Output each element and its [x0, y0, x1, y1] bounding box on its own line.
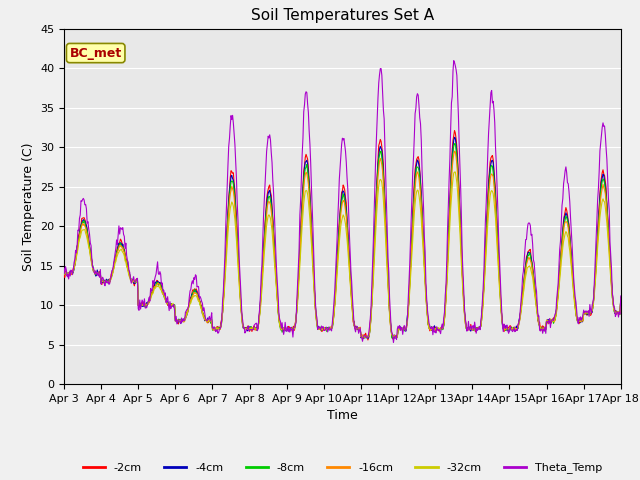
- -32cm: [444, 269, 451, 275]
- -4cm: [389, 335, 397, 341]
- Theta_Temp: [182, 308, 190, 314]
- -16cm: [334, 254, 342, 260]
- -4cm: [182, 313, 190, 319]
- -32cm: [334, 263, 342, 268]
- -4cm: [358, 336, 366, 341]
- -2cm: [364, 337, 372, 343]
- -8cm: [364, 336, 371, 341]
- -32cm: [206, 319, 214, 324]
- Line: -4cm: -4cm: [64, 137, 621, 338]
- -8cm: [60, 270, 68, 276]
- -16cm: [568, 259, 575, 265]
- -32cm: [393, 335, 401, 340]
- Theta_Temp: [388, 330, 396, 336]
- Y-axis label: Soil Temperature (C): Soil Temperature (C): [22, 142, 35, 271]
- -16cm: [389, 333, 397, 338]
- Theta_Temp: [334, 216, 342, 222]
- -32cm: [60, 271, 68, 277]
- Line: -2cm: -2cm: [64, 131, 621, 340]
- Theta_Temp: [444, 226, 451, 231]
- Line: -8cm: -8cm: [64, 144, 621, 338]
- -2cm: [617, 296, 625, 302]
- -8cm: [568, 257, 575, 263]
- X-axis label: Time: Time: [327, 409, 358, 422]
- -32cm: [388, 331, 396, 337]
- -16cm: [206, 318, 214, 324]
- -4cm: [334, 246, 342, 252]
- Theta_Temp: [450, 58, 458, 63]
- -32cm: [617, 295, 625, 301]
- -8cm: [444, 259, 451, 264]
- -4cm: [568, 252, 575, 258]
- -8cm: [451, 141, 459, 146]
- -4cm: [617, 295, 625, 300]
- -8cm: [389, 335, 397, 340]
- -8cm: [206, 318, 214, 324]
- Theta_Temp: [206, 318, 214, 324]
- -2cm: [182, 312, 190, 318]
- Theta_Temp: [390, 340, 397, 346]
- -16cm: [358, 336, 366, 341]
- -32cm: [568, 264, 575, 270]
- Title: Soil Temperatures Set A: Soil Temperatures Set A: [251, 9, 434, 24]
- -2cm: [60, 272, 68, 278]
- -16cm: [617, 296, 625, 301]
- Legend: -2cm, -4cm, -8cm, -16cm, -32cm, Theta_Temp: -2cm, -4cm, -8cm, -16cm, -32cm, Theta_Te…: [78, 458, 607, 478]
- -16cm: [182, 313, 190, 319]
- Line: -16cm: -16cm: [64, 151, 621, 338]
- -2cm: [389, 336, 397, 342]
- Text: BC_met: BC_met: [70, 47, 122, 60]
- -8cm: [617, 294, 625, 300]
- -8cm: [334, 251, 342, 256]
- -32cm: [182, 313, 190, 319]
- -2cm: [334, 246, 342, 252]
- -4cm: [444, 258, 451, 264]
- -16cm: [60, 272, 68, 277]
- -4cm: [451, 134, 458, 140]
- Theta_Temp: [568, 228, 575, 234]
- -2cm: [444, 257, 451, 263]
- -4cm: [206, 318, 214, 324]
- -4cm: [60, 269, 68, 275]
- Line: Theta_Temp: Theta_Temp: [64, 60, 621, 343]
- Line: -32cm: -32cm: [64, 172, 621, 337]
- -8cm: [182, 313, 190, 319]
- -32cm: [451, 169, 459, 175]
- -2cm: [206, 318, 214, 324]
- -16cm: [451, 148, 458, 154]
- -2cm: [451, 128, 458, 133]
- Theta_Temp: [60, 265, 68, 271]
- Theta_Temp: [617, 293, 625, 299]
- -2cm: [568, 252, 575, 257]
- -16cm: [444, 262, 451, 267]
